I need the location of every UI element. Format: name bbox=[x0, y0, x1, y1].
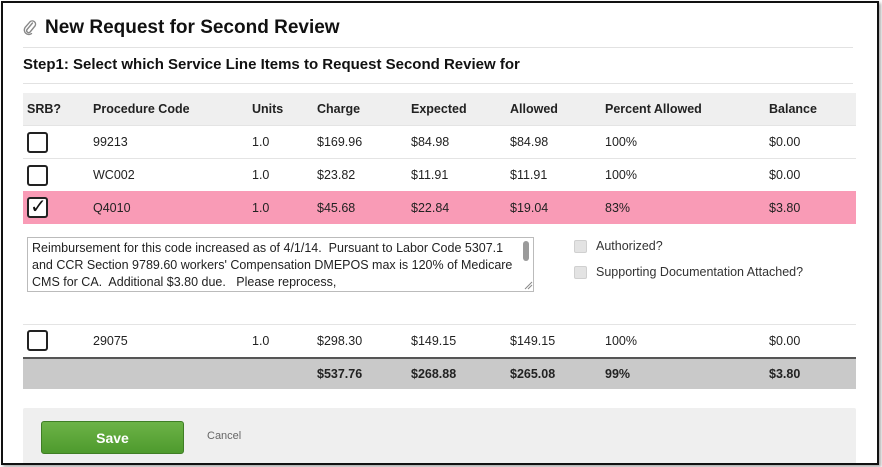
expected: $11.91 bbox=[411, 168, 449, 182]
charge: $23.82 bbox=[317, 168, 356, 182]
total-balance: $3.80 bbox=[769, 367, 801, 381]
units: 1.0 bbox=[252, 200, 270, 215]
paperclip-icon bbox=[23, 20, 37, 36]
title-row: New Request for Second Review bbox=[23, 13, 340, 43]
totals-row: $537.76 $268.88 $265.08 99% $3.80 bbox=[23, 357, 856, 389]
col-header-percent-allowed[interactable]: Percent Allowed bbox=[605, 102, 702, 116]
col-header-units[interactable]: Units bbox=[252, 102, 284, 116]
col-header-balance[interactable]: Balance bbox=[769, 102, 817, 116]
units: 1.0 bbox=[252, 333, 270, 348]
page-title: New Request for Second Review bbox=[45, 17, 340, 38]
balance: $0.00 bbox=[769, 168, 801, 182]
total-expected: $268.88 bbox=[411, 367, 457, 381]
supporting-docs-label: Supporting Documentation Attached? bbox=[596, 265, 804, 279]
units: 1.0 bbox=[252, 135, 270, 149]
form-footer: Save Cancel bbox=[23, 408, 856, 463]
supporting-docs-option: Supporting Documentation Attached? bbox=[574, 265, 803, 279]
allowed: $11.91 bbox=[510, 168, 548, 182]
procedure-code: 99213 bbox=[93, 135, 128, 149]
balance: $0.00 bbox=[769, 333, 801, 348]
srb-checkbox[interactable] bbox=[27, 164, 48, 186]
authorized-option: Authorized? bbox=[574, 239, 663, 253]
procedure-code: Q4010 bbox=[93, 200, 131, 215]
col-header-allowed[interactable]: Allowed bbox=[510, 102, 558, 116]
table-row: 29075 1.0 $298.30 $149.15 $149.15 100% $… bbox=[23, 324, 856, 356]
authorized-checkbox[interactable] bbox=[574, 239, 587, 253]
col-header-srb: SRB? bbox=[27, 102, 62, 116]
table-header: SRB? Procedure Code Units Charge Expecte… bbox=[23, 93, 856, 125]
save-button[interactable]: Save bbox=[41, 421, 184, 454]
charge: $45.68 bbox=[317, 200, 356, 215]
table-row: 99213 1.0 $169.96 $84.98 $84.98 100% $0.… bbox=[23, 125, 856, 158]
units: 1.0 bbox=[252, 168, 270, 182]
expected: $84.98 bbox=[411, 135, 450, 149]
col-header-expected[interactable]: Expected bbox=[411, 102, 467, 116]
col-header-procedure-code[interactable]: Procedure Code bbox=[93, 102, 190, 116]
textarea-scrollbar[interactable] bbox=[523, 241, 529, 261]
authorized-label: Authorized? bbox=[596, 239, 663, 253]
srb-checkbox-checked[interactable]: ✓ bbox=[27, 194, 48, 218]
total-percent-allowed: 99% bbox=[605, 367, 631, 381]
divider bbox=[23, 83, 853, 84]
srb-checkbox[interactable] bbox=[27, 131, 48, 153]
divider bbox=[23, 47, 853, 48]
percent-allowed: 100% bbox=[605, 168, 637, 182]
table-row: WC002 1.0 $23.82 $11.91 $11.91 100% $0.0… bbox=[23, 158, 856, 191]
table-row-selected: ✓ Q4010 1.0 $45.68 $22.84 $19.04 83% $3.… bbox=[23, 191, 856, 224]
percent-allowed: 83% bbox=[605, 200, 631, 215]
total-allowed: $265.08 bbox=[510, 367, 556, 381]
charge: $169.96 bbox=[317, 135, 363, 149]
allowed: $149.15 bbox=[510, 333, 556, 348]
charge: $298.30 bbox=[317, 333, 363, 348]
cancel-link[interactable]: Cancel bbox=[207, 430, 242, 442]
total-charge: $537.76 bbox=[317, 367, 363, 381]
percent-allowed: 100% bbox=[605, 333, 637, 348]
supporting-docs-checkbox[interactable] bbox=[574, 265, 587, 279]
balance: $3.80 bbox=[769, 200, 801, 215]
procedure-code: 29075 bbox=[93, 333, 128, 348]
expected: $22.84 bbox=[411, 200, 450, 215]
allowed: $19.04 bbox=[510, 200, 549, 215]
procedure-code: WC002 bbox=[93, 168, 135, 182]
srb-checkbox[interactable] bbox=[27, 330, 48, 351]
step-label: Step1: Select which Service Line Items t… bbox=[23, 56, 520, 73]
checkmark-icon: ✓ bbox=[30, 194, 47, 218]
reason-textarea[interactable]: Reimbursement for this code increased as… bbox=[27, 237, 534, 292]
percent-allowed: 100% bbox=[605, 135, 637, 149]
expected: $149.15 bbox=[411, 333, 457, 348]
col-header-charge[interactable]: Charge bbox=[317, 102, 361, 116]
resize-grip-icon[interactable] bbox=[524, 281, 533, 290]
allowed: $84.98 bbox=[510, 135, 549, 149]
balance: $0.00 bbox=[769, 135, 801, 149]
